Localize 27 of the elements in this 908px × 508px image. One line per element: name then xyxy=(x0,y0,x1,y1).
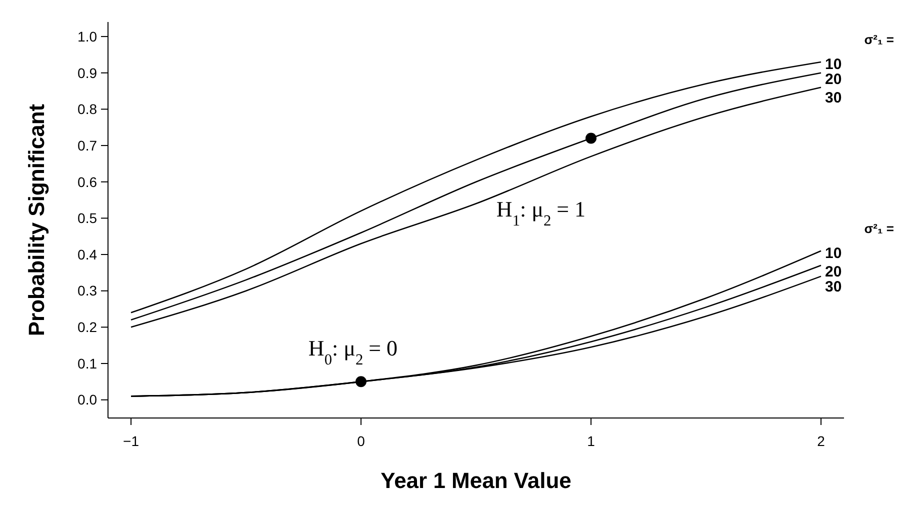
y-tick-label: 1.0 xyxy=(78,28,98,44)
y-tick-label: 0.0 xyxy=(78,392,98,408)
y-tick-label: 0.7 xyxy=(78,137,98,154)
series-label: 10 xyxy=(825,56,842,74)
series-label: 30 xyxy=(825,90,842,107)
annotation: H$_{1}$: μ$_{2}$ = 1 xyxy=(496,196,586,229)
annotation: H$_{0}$: μ$_{2}$ = 0 xyxy=(308,336,398,368)
y-tick-label: 0.2 xyxy=(78,319,98,336)
y-tick-label: 0.1 xyxy=(78,355,98,372)
x-tick-label: 1 xyxy=(587,433,596,449)
series-label: 10 xyxy=(825,245,842,262)
y-tick-label: 0.5 xyxy=(78,210,98,226)
x-tick-label: 0 xyxy=(357,433,366,449)
y-tick-label: 0.4 xyxy=(78,246,98,262)
y-axis-title: Probability Significant xyxy=(24,103,49,336)
text: σ²₁ = xyxy=(864,32,894,47)
series-label: 20 xyxy=(825,264,842,281)
x-tick-label: 2 xyxy=(817,433,826,449)
series-label: 20 xyxy=(825,71,842,88)
y-tick-label: 0.3 xyxy=(78,282,98,299)
text: σ²₁ = xyxy=(864,220,894,236)
series-label: 30 xyxy=(825,278,842,296)
y-tick-label: 0.9 xyxy=(78,64,98,81)
y-tick-label: 0.6 xyxy=(78,174,98,190)
y-tick-label: 0.8 xyxy=(78,101,98,118)
x-tick-label: −1 xyxy=(123,433,140,449)
x-axis-title: Year 1 Mean Value xyxy=(380,468,572,493)
